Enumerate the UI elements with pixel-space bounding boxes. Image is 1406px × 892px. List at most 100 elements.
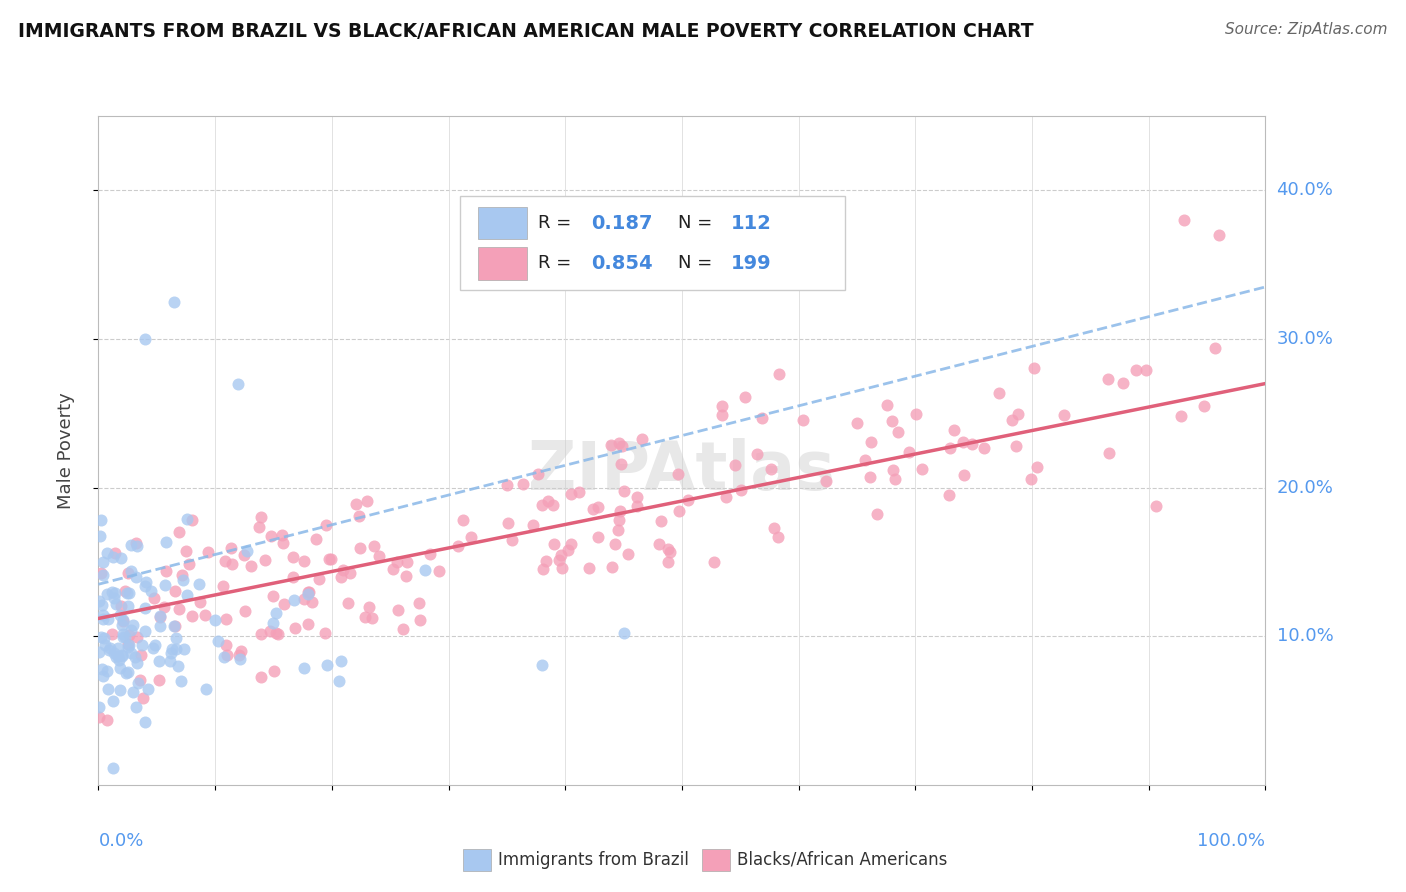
FancyBboxPatch shape [460, 196, 845, 290]
Point [139, 583, 162, 598]
Point [543, 537, 565, 551]
Point [167, 524, 190, 539]
Point [87, 710, 110, 724]
Point [131, 638, 153, 652]
Point [297, 585, 319, 599]
Point [349, 541, 371, 555]
Point [127, 676, 149, 690]
Point [112, 626, 135, 640]
Point [659, 545, 682, 559]
Point [617, 547, 640, 561]
Point [387, 603, 409, 617]
Point [120, 623, 142, 637]
Point [142, 641, 165, 656]
Point [451, 513, 474, 527]
Point [153, 577, 176, 591]
Point [973, 441, 995, 455]
Point [176, 588, 198, 602]
Point [328, 674, 350, 689]
Point [135, 575, 157, 590]
Point [676, 492, 699, 507]
Point [101, 549, 124, 564]
Point [395, 569, 418, 583]
Point [344, 497, 367, 511]
Point [96, 587, 118, 601]
Point [125, 569, 148, 583]
Point [194, 681, 217, 696]
Point [1053, 409, 1076, 423]
Point [90, 662, 112, 676]
Point [100, 626, 122, 640]
Point [1025, 460, 1047, 475]
Point [148, 673, 170, 688]
Point [724, 458, 747, 472]
Point [666, 467, 689, 481]
Point [105, 650, 128, 665]
Point [239, 558, 262, 573]
Point [496, 478, 519, 492]
Point [117, 566, 139, 580]
Text: 100.0%: 100.0% [1198, 831, 1265, 850]
Point [124, 649, 146, 664]
Point [104, 546, 127, 560]
Point [172, 567, 194, 582]
Point [609, 436, 631, 450]
Point [703, 555, 725, 569]
Point [118, 628, 141, 642]
Point [118, 638, 141, 652]
Point [308, 573, 330, 587]
Point [537, 494, 560, 508]
Point [297, 587, 319, 601]
Point [766, 530, 789, 544]
Point [120, 646, 142, 660]
Point [215, 612, 238, 626]
Point [155, 564, 177, 578]
Point [128, 673, 150, 687]
Point [162, 642, 184, 657]
Point [413, 563, 436, 577]
Point [259, 624, 281, 638]
Point [551, 560, 574, 574]
Point [599, 438, 621, 452]
Point [557, 543, 579, 558]
Point [1019, 473, 1042, 487]
Point [111, 618, 134, 632]
Point [284, 621, 307, 635]
Point [103, 647, 125, 661]
Point [131, 648, 153, 662]
Point [181, 609, 204, 624]
Point [125, 699, 148, 714]
Text: N =: N = [679, 254, 718, 272]
Point [90, 513, 112, 527]
Point [329, 654, 352, 668]
Point [734, 390, 756, 404]
Point [363, 539, 385, 553]
Point [212, 650, 235, 665]
Point [121, 685, 143, 699]
Point [188, 595, 211, 609]
Text: 30.0%: 30.0% [1277, 330, 1333, 348]
Point [121, 618, 143, 632]
Point [94, 638, 117, 652]
Point [110, 599, 132, 614]
Point [1004, 438, 1026, 452]
Point [267, 627, 290, 641]
Point [143, 638, 166, 652]
Point [163, 619, 186, 633]
Point [408, 596, 430, 610]
Point [134, 332, 156, 346]
Point [101, 693, 124, 707]
Point [626, 500, 648, 514]
Point [97, 681, 120, 696]
Point [233, 604, 256, 618]
Point [395, 555, 418, 569]
Point [860, 435, 883, 450]
Point [125, 631, 148, 645]
Point [710, 400, 733, 414]
Point [368, 549, 391, 563]
Point [134, 579, 156, 593]
Point [612, 439, 634, 453]
Point [292, 591, 315, 606]
Point [568, 485, 591, 500]
Point [108, 661, 131, 675]
